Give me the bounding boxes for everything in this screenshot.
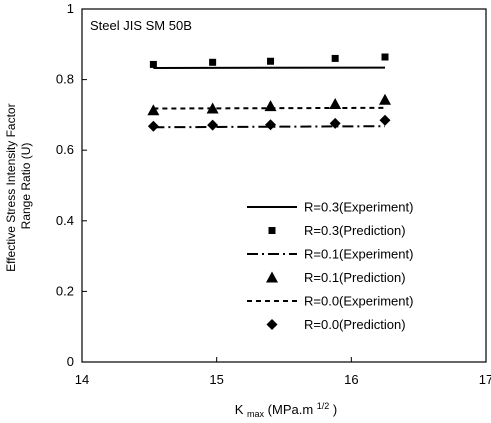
legend-entry: R=0.1(Prediction) <box>266 270 406 285</box>
data-point-square <box>381 53 389 61</box>
series-r-0-0-experiment <box>153 106 386 110</box>
y-axis-label-line-1: Effective Stress Intensity Factor <box>4 103 18 272</box>
legend: R=0.3(Experiment) R=0.3(Prediction) R=0.1(… <box>247 200 413 332</box>
data-point-square <box>267 57 275 65</box>
y-tick-label: 0.8 <box>56 72 74 87</box>
plot-frame <box>81 8 487 363</box>
data-point-square <box>331 54 339 62</box>
legend-label: R=0.0(Prediction) <box>304 317 406 332</box>
data-point-diamond <box>329 117 341 129</box>
x-tick-label: 16 <box>344 372 358 387</box>
series-r-0-1-prediction <box>147 93 391 116</box>
data-point-triangle <box>147 104 160 116</box>
x-tick-label: 17 <box>479 372 491 387</box>
y-axis-label: Effective Stress Intensity Factor Range … <box>4 100 33 272</box>
data-point-square <box>149 60 157 68</box>
data-point-triangle <box>264 100 277 112</box>
series-r-0-3-prediction <box>149 53 389 68</box>
data-point-triangle <box>329 97 342 109</box>
x-axis-label-sub: max <box>247 409 265 419</box>
x-axis-ticks: 14 15 16 17 <box>75 357 491 387</box>
series-layer <box>147 53 391 132</box>
data-point-square <box>209 58 217 66</box>
y-tick-label: 0 <box>67 354 74 369</box>
legend-entry: R=0.0(Experiment) <box>247 294 413 309</box>
data-point-diamond <box>265 119 277 131</box>
x-axis-label-unit-exponent: 1/2 <box>317 401 330 411</box>
data-point-diamond <box>207 119 219 131</box>
legend-label: R=0.3(Experiment) <box>304 200 413 215</box>
legend-label: R=0.1(Prediction) <box>304 270 406 285</box>
legend-entry: R=0.3(Experiment) <box>247 200 413 215</box>
x-axis-label: K max (MPa.m 1/2 ) <box>235 397 338 420</box>
data-point-triangle <box>379 93 391 105</box>
y-tick-label: 0.2 <box>56 283 74 298</box>
y-tick-label: 1 <box>67 1 74 16</box>
legend-marker-swatch <box>268 227 276 234</box>
legend-marker-swatch <box>266 319 278 330</box>
legend-entry: R=0.3(Prediction) <box>268 223 406 238</box>
x-axis-label-main: K <box>235 402 244 417</box>
y-axis-label-line-2: Range Ratio (U) <box>19 143 33 230</box>
y-tick-label: 0.4 <box>56 213 74 228</box>
x-tick-label: 14 <box>75 372 89 387</box>
legend-marker-swatch <box>266 271 278 283</box>
legend-label: R=0.0(Experiment) <box>304 294 413 309</box>
y-axis-ticks: 0 0.2 0.4 0.6 0.8 1 <box>56 1 87 369</box>
data-point-diamond <box>147 120 159 132</box>
legend-label: R=0.1(Experiment) <box>304 247 413 262</box>
x-tick-label: 15 <box>209 372 223 387</box>
fit-line <box>153 106 386 110</box>
y-tick-label: 0.6 <box>56 142 74 157</box>
legend-label: R=0.3(Prediction) <box>304 223 406 238</box>
x-axis-label-unit-close: ) <box>333 402 337 417</box>
legend-entry: R=0.1(Experiment) <box>247 247 413 262</box>
series-r-0-0-prediction <box>147 114 391 132</box>
data-point-triangle <box>206 102 219 114</box>
x-axis-label-unit: (MPa.m <box>268 402 314 417</box>
legend-entry: R=0.0(Prediction) <box>266 317 406 332</box>
data-point-diamond <box>379 114 391 126</box>
steel-annotation: Steel JIS SM 50B <box>90 18 192 33</box>
